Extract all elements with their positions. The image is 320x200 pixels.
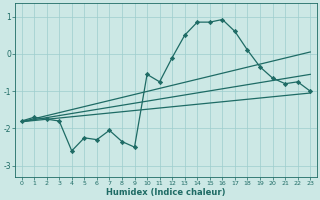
X-axis label: Humidex (Indice chaleur): Humidex (Indice chaleur) (106, 188, 226, 197)
